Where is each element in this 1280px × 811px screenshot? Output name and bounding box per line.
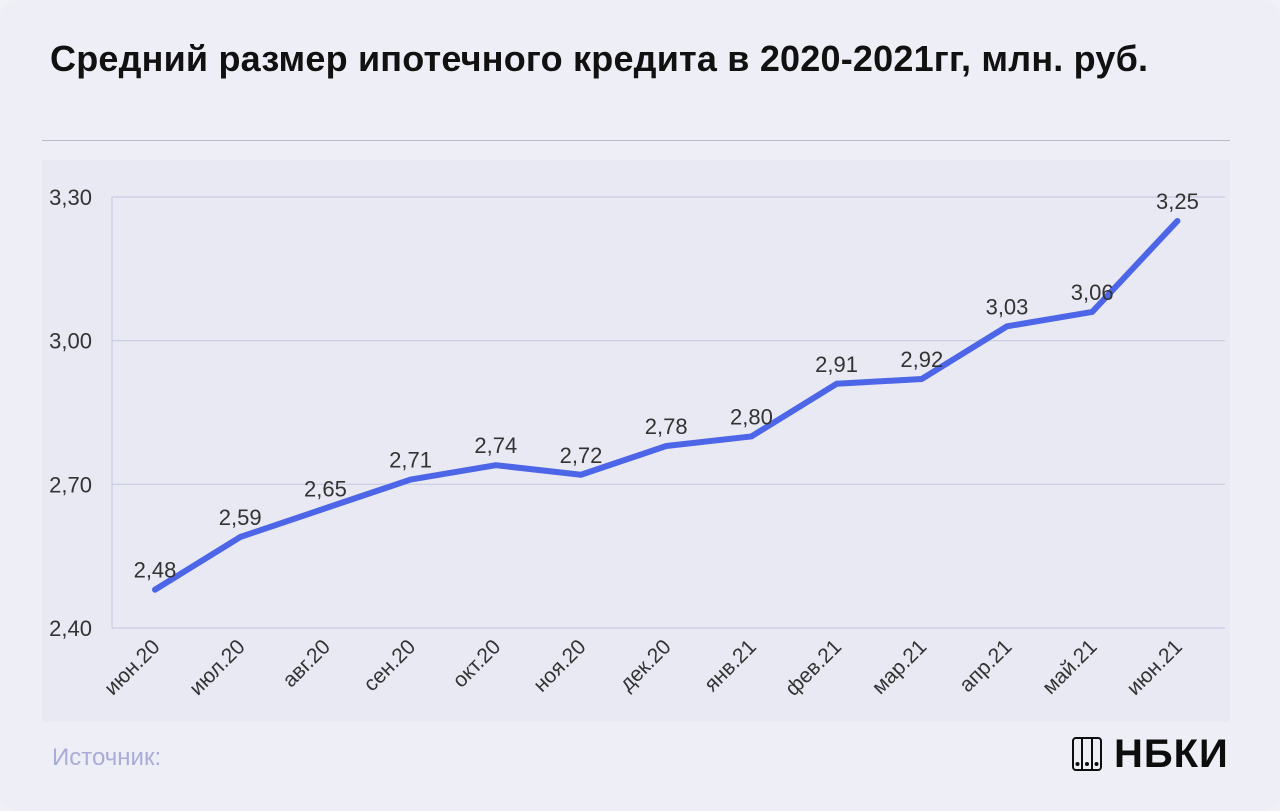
data-label: 2,65 (304, 476, 347, 501)
y-tick-label: 3,30 (49, 185, 92, 210)
data-label: 2,74 (474, 433, 517, 458)
data-label: 2,71 (389, 448, 432, 473)
logo-text: НБКИ (1114, 731, 1229, 776)
y-tick-label: 3,00 (49, 329, 92, 354)
logo: НБКИ (1072, 732, 1229, 776)
y-tick-label: 2,40 (49, 616, 92, 641)
data-label: 2,91 (815, 352, 858, 377)
nbki-logo-icon (1072, 737, 1102, 771)
data-label: 3,06 (1071, 280, 1114, 305)
grid-lines (111, 196, 1225, 629)
chart-title: Средний размер ипотечного кредита в 2020… (50, 38, 1149, 79)
source-label: Источник: (52, 744, 162, 771)
data-label: 2,72 (560, 443, 603, 468)
data-label: 2,78 (645, 414, 688, 439)
plot-background (42, 160, 1230, 722)
data-label: 2,80 (730, 404, 773, 429)
data-label: 3,03 (986, 294, 1029, 319)
data-label: 2,48 (134, 558, 177, 583)
data-label: 3,25 (1156, 189, 1199, 214)
data-label: 2,59 (219, 505, 262, 530)
data-labels: 2,48 2,59 2,65 2,71 2,74 2,72 2,78 2,80 2,91 2,92… (134, 189, 1199, 590)
y-tick-label: 2,70 (49, 472, 92, 497)
y-axis-ticks: 2,40 2,70 3,00 3,30 (49, 185, 92, 641)
title-divider (42, 140, 1230, 141)
data-label: 2,92 (900, 347, 943, 372)
